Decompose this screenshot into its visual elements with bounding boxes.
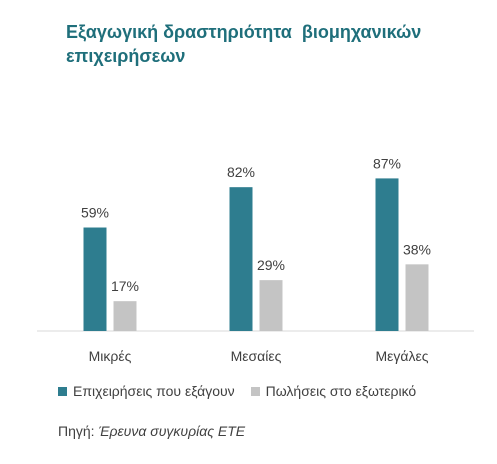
bar-2-2 bbox=[259, 280, 283, 331]
category-label-2: Μεσαίες bbox=[231, 348, 282, 364]
legend: Επιχειρήσεις που εξάγουν Πωλήσεις στο εξ… bbox=[58, 383, 432, 399]
bar-1-3 bbox=[375, 178, 399, 331]
data-label-2-1: 17% bbox=[111, 278, 139, 294]
source-note: Πηγή: Έρευνα συγκυρίας ΕΤΕ bbox=[58, 423, 245, 439]
data-label-1-3: 87% bbox=[373, 155, 401, 171]
bar-1-2 bbox=[229, 187, 253, 331]
legend-label-series-2: Πωλήσεις στο εξωτερικό bbox=[265, 383, 417, 399]
source-prefix: Πηγή: bbox=[58, 423, 99, 439]
data-label-1-1: 59% bbox=[81, 205, 109, 221]
legend-swatch-series-1 bbox=[58, 386, 67, 396]
bar-2-1 bbox=[113, 301, 137, 331]
bar-1-1 bbox=[83, 227, 107, 331]
legend-swatch-series-2 bbox=[250, 386, 260, 396]
legend-item-series-2: Πωλήσεις στο εξωτερικό bbox=[250, 383, 417, 399]
category-label-1: Μικρές bbox=[89, 348, 132, 364]
data-label-2-2: 29% bbox=[257, 257, 285, 273]
legend-label-series-1: Επιχειρήσεις που εξάγουν bbox=[73, 383, 235, 399]
bar-chart: 59% 17% Μικρές 82% 29% Μεσαίες 87% 38% Μεγάλες bbox=[37, 155, 474, 364]
category-label-3: Μεγάλες bbox=[376, 348, 429, 364]
data-label-1-2: 82% bbox=[227, 164, 255, 180]
chart-title: Εξαγωγική δραστηριότητα βιομηχανικών επι… bbox=[66, 22, 427, 66]
source-text: Έρευνα συγκυρίας ΕΤΕ bbox=[98, 423, 246, 439]
legend-item-series-1: Επιχειρήσεις που εξάγουν bbox=[58, 383, 235, 399]
data-label-2-3: 38% bbox=[403, 241, 431, 257]
bar-2-3 bbox=[405, 264, 429, 331]
